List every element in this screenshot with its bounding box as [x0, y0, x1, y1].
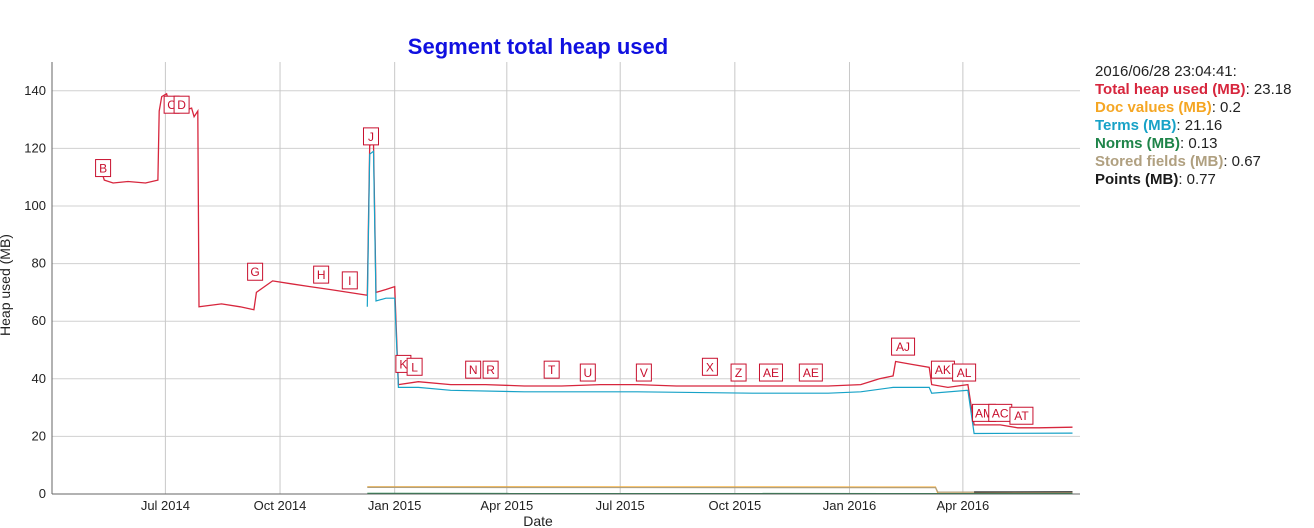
x-tick-label: Jan 2016 [823, 498, 877, 513]
annotation-box [173, 95, 190, 114]
annotation-label: I [348, 274, 351, 288]
annotation-box [465, 360, 482, 379]
annotation-box [952, 363, 977, 382]
annotation-box [406, 357, 423, 376]
annotation-box [758, 363, 783, 382]
chart-title: Segment total heap used [408, 34, 668, 59]
legend-item-total-heap: Total heap used (MB): 23.18 [1095, 81, 1291, 99]
legend-value: : 21.16 [1176, 117, 1223, 134]
annotation-label: K [399, 357, 407, 371]
annotation-label: AL [957, 366, 972, 380]
annotation-box [313, 265, 330, 284]
legend-value: : 0.13 [1180, 135, 1218, 152]
annotation-box [635, 363, 652, 382]
y-tick-label: 40 [32, 371, 46, 386]
annotation-label: L [411, 360, 418, 374]
annotation-label: Z [735, 366, 742, 380]
legend-value: : 0.77 [1178, 171, 1216, 188]
annotation-label: X [706, 360, 714, 374]
annotation-label: T [548, 363, 556, 377]
annotation-label: B [99, 162, 107, 176]
x-tick-label: Oct 2015 [708, 498, 761, 513]
y-tick-label: 140 [24, 83, 46, 98]
legend-value: : 23.18 [1245, 81, 1292, 98]
annotation-label: C [167, 98, 176, 112]
x-tick-label: Jul 2015 [596, 498, 645, 513]
annotation-label: R [486, 363, 495, 377]
annotation-box [482, 360, 499, 379]
x-tick-label: Jan 2015 [368, 498, 422, 513]
legend-item-norms: Norms (MB): 0.13 [1095, 135, 1291, 153]
series-line-2 [366, 150, 1073, 435]
legend-label: Total heap used (MB) [1095, 81, 1246, 98]
annotation-box [1009, 406, 1034, 425]
annotation-label: AK [935, 363, 951, 377]
legend-item-stored-fields: Stored fields (MB): 0.67 [1095, 153, 1291, 171]
annotation-label: AT [1014, 409, 1029, 423]
annotation-label: AE [803, 366, 819, 380]
annotation-box [891, 337, 916, 356]
legend-item-points: Points (MB): 0.77 [1095, 171, 1291, 189]
x-tick-label: Oct 2014 [254, 498, 307, 513]
y-tick-label: 20 [32, 428, 46, 443]
legend-value: : 0.2 [1211, 99, 1241, 116]
legend-label: Stored fields (MB) [1095, 153, 1224, 170]
annotation-label: AE [763, 366, 779, 380]
y-tick-label: 0 [39, 486, 46, 501]
y-axis-title: Heap used (MB) [0, 234, 13, 336]
series-line-4 [367, 486, 1073, 493]
legend-timestamp: 2016/06/28 23:04:41: [1095, 63, 1237, 80]
annotation-label: J [368, 130, 374, 144]
annotation-box [701, 357, 718, 376]
y-tick-label: 60 [32, 313, 46, 328]
annotation-label: AJ [896, 340, 910, 354]
legend-label: Norms (MB) [1095, 135, 1180, 152]
annotation-label: N [469, 363, 478, 377]
annotation-box [247, 262, 264, 281]
series-layer [99, 92, 1073, 495]
legend-label: Doc values (MB) [1095, 99, 1212, 116]
annotation-box [95, 159, 112, 178]
annotation-label: G [250, 265, 259, 279]
x-tick-label: Apr 2016 [936, 498, 989, 513]
annotation-label: AC [992, 406, 1009, 420]
annotation-box [341, 271, 358, 290]
x-axis-title: Date [523, 513, 553, 528]
y-tick-label: 100 [24, 198, 46, 213]
annotation-label: H [317, 268, 326, 282]
legend: 2016/06/28 23:04:41: Total heap used (MB… [1095, 63, 1291, 189]
annotation-box [579, 363, 596, 382]
x-tick-label: Jul 2014 [141, 498, 190, 513]
grid [52, 62, 1080, 495]
legend-label: Terms (MB) [1095, 117, 1177, 134]
y-tick-label: 80 [32, 256, 46, 271]
x-tick-label: Apr 2015 [480, 498, 533, 513]
annotation-label: U [583, 366, 592, 380]
legend-item-doc-values: Doc values (MB): 0.2 [1095, 99, 1291, 117]
annotation-box [362, 127, 379, 146]
annotation-label: V [640, 366, 648, 380]
legend-value: : 0.67 [1223, 153, 1261, 170]
axis-layer: 0 20 40 60 80 100 120 140 Jul 2014 Oct 2014 Jan 20… [24, 62, 1080, 513]
y-tick-label: 120 [24, 140, 46, 155]
annotation-label: D [177, 98, 186, 112]
legend-item-terms: Terms (MB): 21.16 [1095, 117, 1291, 135]
annotation-box [798, 363, 823, 382]
annotation-box [543, 360, 560, 379]
annotation-box [730, 363, 747, 382]
legend-label: Points (MB) [1095, 171, 1179, 188]
